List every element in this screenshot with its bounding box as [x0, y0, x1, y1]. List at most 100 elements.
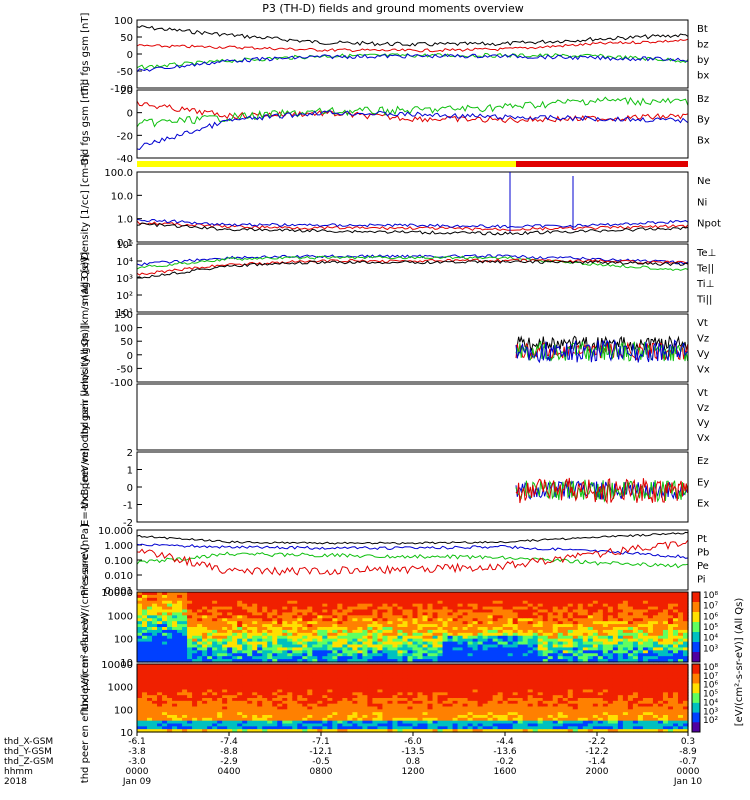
spectrogram-cell: [342, 681, 348, 685]
spectrogram-cell: [577, 612, 584, 616]
spectrogram-cell: [257, 726, 263, 730]
spectrogram-cell: [502, 638, 509, 643]
spectrogram-cell: [452, 698, 459, 702]
spectrogram-cell: [252, 706, 258, 710]
spectrogram-cell: [522, 597, 529, 602]
spectrogram-cell: [442, 715, 449, 719]
spectrogram-cell: [662, 635, 669, 640]
spectrogram-cell: [677, 653, 684, 657]
spectrogram-cell: [547, 597, 554, 602]
spectrogram-cell: [442, 709, 449, 713]
spectrogram-cell: [282, 618, 288, 622]
spectrogram-cell: [372, 656, 379, 660]
spectrogram-cell: [472, 656, 479, 660]
spectrogram-cell: [467, 606, 474, 611]
panel-frame: [136, 529, 689, 591]
spectrogram-cell: [417, 621, 424, 625]
spectrogram-cell: [667, 600, 674, 605]
spectrogram-cell: [242, 638, 248, 643]
spectrogram-cell: [357, 609, 364, 614]
spectrogram-cell: [522, 650, 529, 654]
spectrogram-cell: [217, 675, 223, 679]
spectrogram-cell: [417, 653, 424, 657]
spectrogram-cell: [137, 612, 143, 616]
spectrogram-cell: [367, 632, 374, 637]
spectrogram-cell: [252, 621, 258, 625]
spectrogram-cell: [647, 638, 654, 643]
spectrogram-cell: [422, 609, 429, 614]
spectrogram-cell: [192, 603, 198, 608]
spectrogram-cell: [177, 700, 183, 705]
spectrogram-cell: [532, 618, 539, 622]
spectrogram-cell: [492, 659, 499, 663]
spectrogram-cell: [557, 695, 564, 699]
spectrogram-cell: [212, 638, 218, 643]
spectrogram-cell: [237, 723, 243, 727]
spectrogram-cell: [422, 700, 429, 705]
spectrogram-cell: [582, 627, 589, 631]
spectrogram-cell: [247, 712, 253, 716]
spectrogram-cell: [472, 650, 479, 654]
spectrogram-cell: [352, 712, 358, 716]
spectrogram-cell: [287, 624, 293, 628]
spectrogram-cell: [167, 723, 173, 727]
spectrogram-cell: [397, 659, 404, 663]
spectrogram-cell: [457, 666, 464, 671]
spectrogram-cell: [462, 709, 469, 713]
spectrogram-cell: [422, 606, 429, 611]
spectrogram-cell: [172, 698, 178, 702]
spectrogram-cell: [412, 597, 419, 602]
spectrogram-cell: [397, 609, 404, 614]
spectrogram-cell: [467, 659, 474, 663]
spectrogram-cell: [527, 638, 534, 643]
spectrogram-cell: [642, 641, 649, 646]
spectrogram-cell: [182, 615, 188, 619]
spectrogram-cell: [617, 624, 624, 628]
spectrogram-cell: [212, 653, 218, 657]
spectrogram-cell: [177, 686, 183, 691]
spectrogram-cell: [272, 650, 278, 654]
spectrogram-cell: [417, 627, 424, 631]
spectrogram-cell: [582, 695, 589, 699]
spectrogram-cell: [182, 629, 188, 634]
spectrogram-cell: [342, 597, 348, 602]
spectrogram-cell: [337, 666, 343, 671]
spectrogram-cell: [582, 656, 589, 660]
spectrogram-cell: [247, 624, 253, 628]
spectrogram-cell: [277, 606, 283, 611]
spectrogram-cell: [402, 709, 409, 713]
spectrogram-cell: [272, 594, 278, 599]
spectrogram-cell: [247, 641, 253, 646]
spectrogram-cell: [162, 594, 168, 599]
spectrogram-cell: [262, 597, 268, 602]
spectrogram-cell: [557, 666, 564, 671]
spectrogram-cell: [547, 606, 554, 611]
spectrogram-cell: [427, 729, 434, 733]
spectrogram-cell: [557, 600, 564, 605]
spectrogram-cell: [362, 686, 369, 691]
spectrogram-cell: [367, 609, 374, 614]
spectrogram-cell: [172, 703, 178, 708]
spectrogram-cell: [232, 650, 238, 654]
spectrogram-cell: [277, 621, 283, 625]
spectrogram-cell: [567, 664, 574, 668]
spectrogram-cell: [152, 606, 158, 611]
spectrogram-cell: [137, 650, 143, 654]
spectrogram-cell: [272, 683, 278, 688]
spectrogram-cell: [177, 618, 183, 622]
spectrogram-cell: [197, 603, 203, 608]
spectrogram-cell: [447, 641, 454, 646]
spectrogram-cell: [552, 720, 559, 725]
spectrogram-cell: [332, 695, 338, 699]
spectrogram-cell: [367, 675, 374, 679]
spectrogram-cell: [297, 669, 303, 674]
spectrogram-cell: [182, 644, 188, 649]
spectrogram-cell: [652, 621, 659, 625]
spectrogram-cell: [477, 723, 484, 727]
spectrogram-cell: [397, 675, 404, 679]
spectrogram-cell: [307, 698, 313, 702]
spectrogram-cell: [577, 706, 584, 710]
spectrogram-cell: [252, 650, 258, 654]
spectrogram-cell: [442, 621, 449, 625]
spectrogram-cell: [337, 686, 343, 691]
